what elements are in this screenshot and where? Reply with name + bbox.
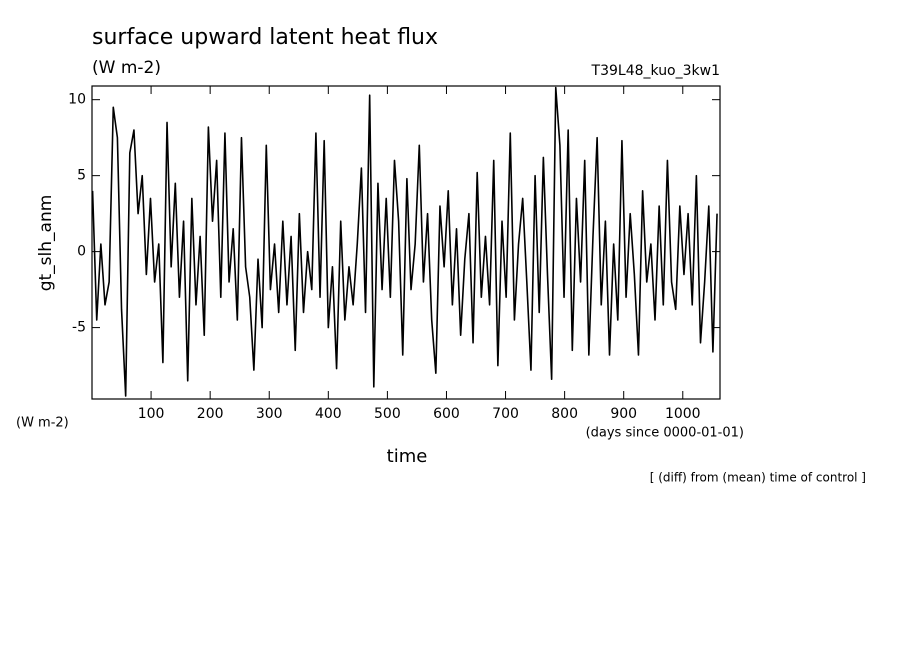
chart-title: surface upward latent heat flux xyxy=(92,25,438,50)
y-axis-label: gt_slh_anm xyxy=(36,195,56,292)
x-tick-label: 500 xyxy=(374,406,401,422)
y-unit-label: (W m-2) xyxy=(16,416,69,431)
y-tick-label: 10 xyxy=(68,92,86,108)
chart-subtitle: (W m-2) xyxy=(92,58,161,78)
data-line xyxy=(91,86,718,397)
y-tick-label: 0 xyxy=(77,244,86,260)
run-label: T39L48_kuo_3kw1 xyxy=(591,63,720,79)
x-tick-label: 100 xyxy=(138,406,165,422)
y-tick-label: -5 xyxy=(72,320,86,336)
y-tick-label: 5 xyxy=(77,168,86,184)
x-unit-label: (days since 0000-01-01) xyxy=(586,426,744,441)
plot-frame xyxy=(91,85,721,400)
x-tick-label: 700 xyxy=(492,406,519,422)
x-tick-label: 900 xyxy=(610,406,637,422)
x-tick-label: 800 xyxy=(551,406,578,422)
x-axis-label: time xyxy=(387,446,428,467)
x-tick-label: 300 xyxy=(256,406,283,422)
x-tick-label: 600 xyxy=(433,406,460,422)
footnote: [ (diff) from (mean) time of control ] xyxy=(650,471,866,485)
x-tick-label: 1000 xyxy=(665,406,701,422)
x-tick-label: 200 xyxy=(197,406,224,422)
x-tick-label: 400 xyxy=(315,406,342,422)
